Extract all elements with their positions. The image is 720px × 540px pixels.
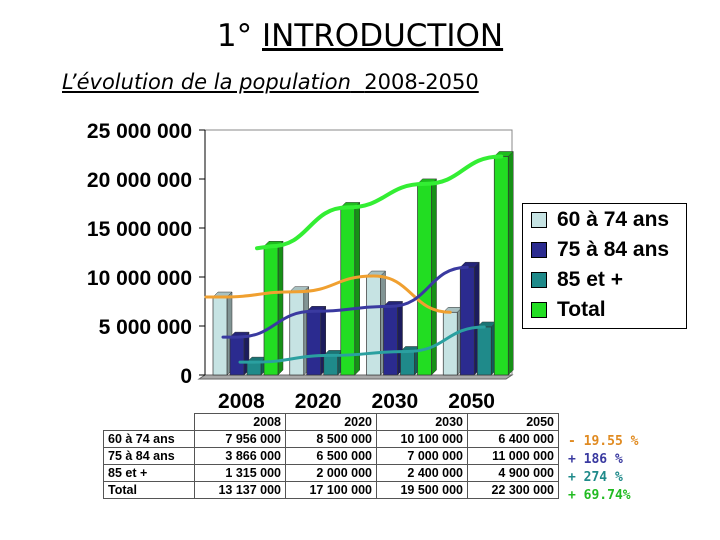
table-row: 60 à 74 ans 7 956 000 8 500 000 10 100 0…	[103, 430, 559, 448]
table-cell: 10 100 000	[376, 430, 468, 448]
x-tick-label: 2008	[218, 390, 265, 413]
table-cell: 3 866 000	[194, 447, 286, 465]
table-cell: 4 900 000	[467, 464, 559, 482]
table-header: 2020	[285, 413, 377, 431]
bar-side	[508, 150, 514, 376]
bar	[493, 156, 509, 376]
legend-item: Total	[531, 298, 606, 322]
legend-swatch	[531, 302, 547, 318]
plot-floor	[197, 374, 514, 380]
subtitle-years: 2008-2050	[364, 70, 479, 94]
legend-swatch	[531, 272, 547, 288]
legend-swatch	[531, 212, 547, 228]
x-tick-label: 2030	[372, 390, 419, 413]
legend-item: 60 à 74 ans	[531, 208, 669, 232]
trend-line	[204, 274, 452, 314]
table-row: Total 13 137 000 17 100 000 19 500 000 2…	[103, 481, 559, 499]
change-item: + 274 %	[568, 470, 623, 485]
table-row: 75 à 84 ans 3 866 000 6 500 000 7 000 00…	[103, 447, 559, 465]
legend-label: 75 à 84 ans	[557, 238, 670, 261]
y-tick-label: 5 000 000	[99, 316, 192, 339]
table-corner	[104, 414, 195, 431]
y-tick-label: 10 000 000	[87, 267, 192, 290]
chart-legend: 60 à 74 ans 75 à 84 ans 85 et + Total	[522, 203, 687, 329]
table-header: 2050	[467, 413, 559, 431]
trend-line	[221, 265, 469, 339]
bar	[323, 355, 339, 376]
change-list: - 19.55 % + 186 % + 274 % + 69.74%	[568, 433, 638, 505]
bar	[366, 275, 381, 376]
legend-label: 85 et +	[557, 268, 623, 291]
table-cell: 8 500 000	[285, 430, 377, 448]
slide-subtitle: L’évolution de la population 2008-2050	[62, 70, 479, 94]
table-cell: 7 000 000	[376, 447, 468, 465]
data-table: 2008 2020 2030 2050 60 à 74 ans 7 956 00…	[103, 413, 559, 499]
table-header: 2030	[376, 413, 468, 431]
bar	[476, 326, 492, 376]
table-cell: 11 000 000	[467, 447, 559, 465]
table-cell: 1 315 000	[194, 464, 286, 482]
y-tick-label: 15 000 000	[87, 218, 192, 241]
table-header-row: 2008 2020 2030 2050	[104, 413, 559, 431]
bar	[442, 311, 458, 376]
table-header: 2008	[194, 413, 286, 431]
table-cell: 19 500 000	[376, 481, 468, 499]
title-prefix: 1°	[216, 18, 253, 54]
table-row: 85 et + 1 315 000 2 000 000 2 400 000 4 …	[103, 464, 559, 482]
bar	[400, 351, 415, 376]
change-item: + 186 %	[568, 452, 623, 467]
bar-side	[354, 201, 360, 376]
table-cell: 6 500 000	[285, 447, 377, 465]
row-label: 60 à 74 ans	[103, 430, 195, 448]
title-main: INTRODUCTION	[262, 18, 504, 54]
x-tick-label: 2020	[295, 390, 342, 413]
bar	[246, 361, 262, 376]
legend-label: 60 à 74 ans	[557, 208, 670, 231]
bar	[306, 310, 322, 376]
y-tick-label: 25 000 000	[87, 120, 192, 143]
x-tick-label: 2050	[448, 390, 495, 413]
bar	[289, 291, 305, 376]
bar	[459, 266, 475, 376]
legend-item: 75 à 84 ans	[531, 238, 669, 262]
row-label: 75 à 84 ans	[103, 447, 195, 465]
y-tick-label: 0	[180, 365, 192, 388]
slide-title: 1° INTRODUCTION	[0, 18, 720, 54]
bar	[417, 183, 432, 376]
table-cell: 22 300 000	[467, 481, 559, 499]
table-cell: 13 137 000	[194, 481, 286, 499]
bar	[229, 336, 245, 376]
trend-line	[238, 325, 486, 364]
table-cell: 6 400 000	[467, 430, 559, 448]
change-item: + 69.74%	[568, 488, 631, 503]
bar	[340, 207, 356, 376]
row-label: 85 et +	[103, 464, 195, 482]
legend-label: Total	[557, 298, 606, 321]
bar	[263, 245, 279, 376]
bar-side	[277, 240, 284, 376]
table-cell: 2 000 000	[285, 464, 377, 482]
bar	[383, 306, 398, 376]
legend-item: 85 et +	[531, 268, 623, 292]
row-label: Total	[103, 481, 195, 499]
table-cell: 2 400 000	[376, 464, 468, 482]
subtitle-text: L’évolution de la population	[62, 70, 351, 94]
y-tick-label: 20 000 000	[87, 169, 192, 192]
trend-line	[255, 154, 504, 251]
table-cell: 7 956 000	[194, 430, 286, 448]
legend-swatch	[531, 242, 547, 258]
change-item: - 19.55 %	[568, 434, 639, 449]
table-cell: 17 100 000	[285, 481, 377, 499]
